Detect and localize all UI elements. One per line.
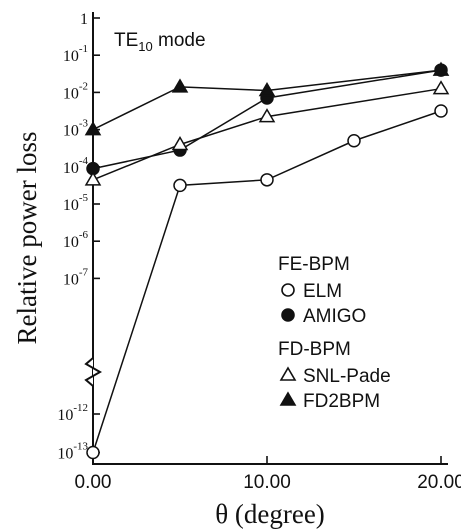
legend-marker-elm — [281, 283, 295, 297]
data-point-elm — [434, 104, 448, 118]
data-point-elm — [173, 178, 187, 193]
axis-break — [84, 357, 103, 387]
data-point-fd2bpm — [171, 78, 189, 93]
y-tick-label: 10-1 — [63, 43, 88, 65]
series-line-snl-pade — [92, 87, 442, 181]
y-tick-exponent: -12 — [73, 402, 88, 414]
annotation-suffix: mode — [153, 30, 206, 51]
x-tick-group: 0.00 10.00 20.00 — [75, 456, 461, 493]
series-group — [84, 61, 450, 460]
x-tick-label: 10.00 — [243, 472, 291, 493]
y-axis-label: Relative power loss — [12, 132, 42, 345]
series-line-elm — [92, 110, 442, 453]
y-tick-base: 10 — [63, 48, 79, 65]
annotation-subscript: 10 — [138, 39, 152, 54]
y-tick-label: 10-12 — [57, 402, 88, 424]
y-tick-label: 10-3 — [63, 118, 89, 140]
legend-label-snl-pade: SNL-Pade — [303, 366, 391, 387]
data-point-fd2bpm — [258, 82, 276, 97]
y-tick-label: 1 — [80, 11, 88, 28]
legend-marker-fd2bpm — [279, 391, 297, 406]
legend: FE-BPM ELM AMIGO FD-BPM SNL-Pade FD2BPM — [278, 254, 391, 412]
legend-group-title-fe: FE-BPM — [278, 254, 350, 275]
y-tick-base: 10 — [63, 160, 79, 177]
data-point-elm — [260, 173, 274, 187]
legend-label-amigo: AMIGO — [303, 306, 366, 327]
legend-group-title-fd: FD-BPM — [278, 339, 351, 360]
y-tick-base: 1 — [80, 11, 88, 28]
y-tick-exponent: -13 — [73, 441, 88, 453]
y-tick-label: 10-2 — [63, 80, 88, 102]
y-tick-base: 10 — [63, 123, 79, 140]
data-point-elm — [347, 134, 361, 148]
y-tick-exponent: -4 — [79, 155, 89, 167]
y-tick-label: 10-4 — [63, 155, 89, 177]
data-point-fd2bpm — [432, 61, 450, 76]
legend-label-fd2bpm: FD2BPM — [303, 391, 380, 412]
y-tick-base: 10 — [63, 85, 79, 102]
data-point-snl-pade — [432, 80, 450, 95]
data-point-elm — [86, 445, 100, 460]
y-tick-base: 10 — [63, 197, 79, 214]
y-tick-base: 10 — [63, 234, 79, 251]
y-tick-base: 10 — [63, 271, 79, 288]
annotation-text: TE — [114, 30, 138, 51]
y-tick-label: 10-7 — [63, 266, 89, 288]
y-tick-label: 10-13 — [57, 441, 88, 463]
y-tick-exponent: -6 — [79, 229, 89, 241]
y-tick-exponent: -2 — [79, 80, 88, 92]
series-line-fd2bpm — [92, 69, 442, 131]
x-axis-label: θ (degree) — [215, 499, 325, 529]
y-tick-label: 10-5 — [63, 192, 89, 214]
y-tick-exponent: -7 — [79, 266, 89, 278]
legend-marker-snl-pade — [279, 366, 297, 381]
data-point-snl-pade — [171, 135, 189, 151]
x-tick-label: 20.00 — [417, 472, 461, 493]
y-tick-exponent: -5 — [79, 192, 89, 204]
y-tick-exponent: -3 — [79, 118, 89, 130]
y-tick-base: 10 — [57, 446, 73, 463]
data-point-fd2bpm — [84, 121, 102, 136]
y-tick-label: 10-6 — [63, 229, 89, 251]
legend-marker-amigo — [281, 308, 295, 322]
series-line-amigo — [92, 69, 442, 170]
y-tick-exponent: -1 — [79, 43, 88, 55]
y-tick-base: 10 — [57, 407, 73, 424]
legend-label-elm: ELM — [303, 281, 342, 302]
data-point-snl-pade — [258, 108, 276, 123]
data-point-snl-pade — [84, 171, 102, 186]
x-tick-label: 0.00 — [75, 472, 112, 493]
mode-annotation: TE10 mode — [114, 30, 206, 54]
